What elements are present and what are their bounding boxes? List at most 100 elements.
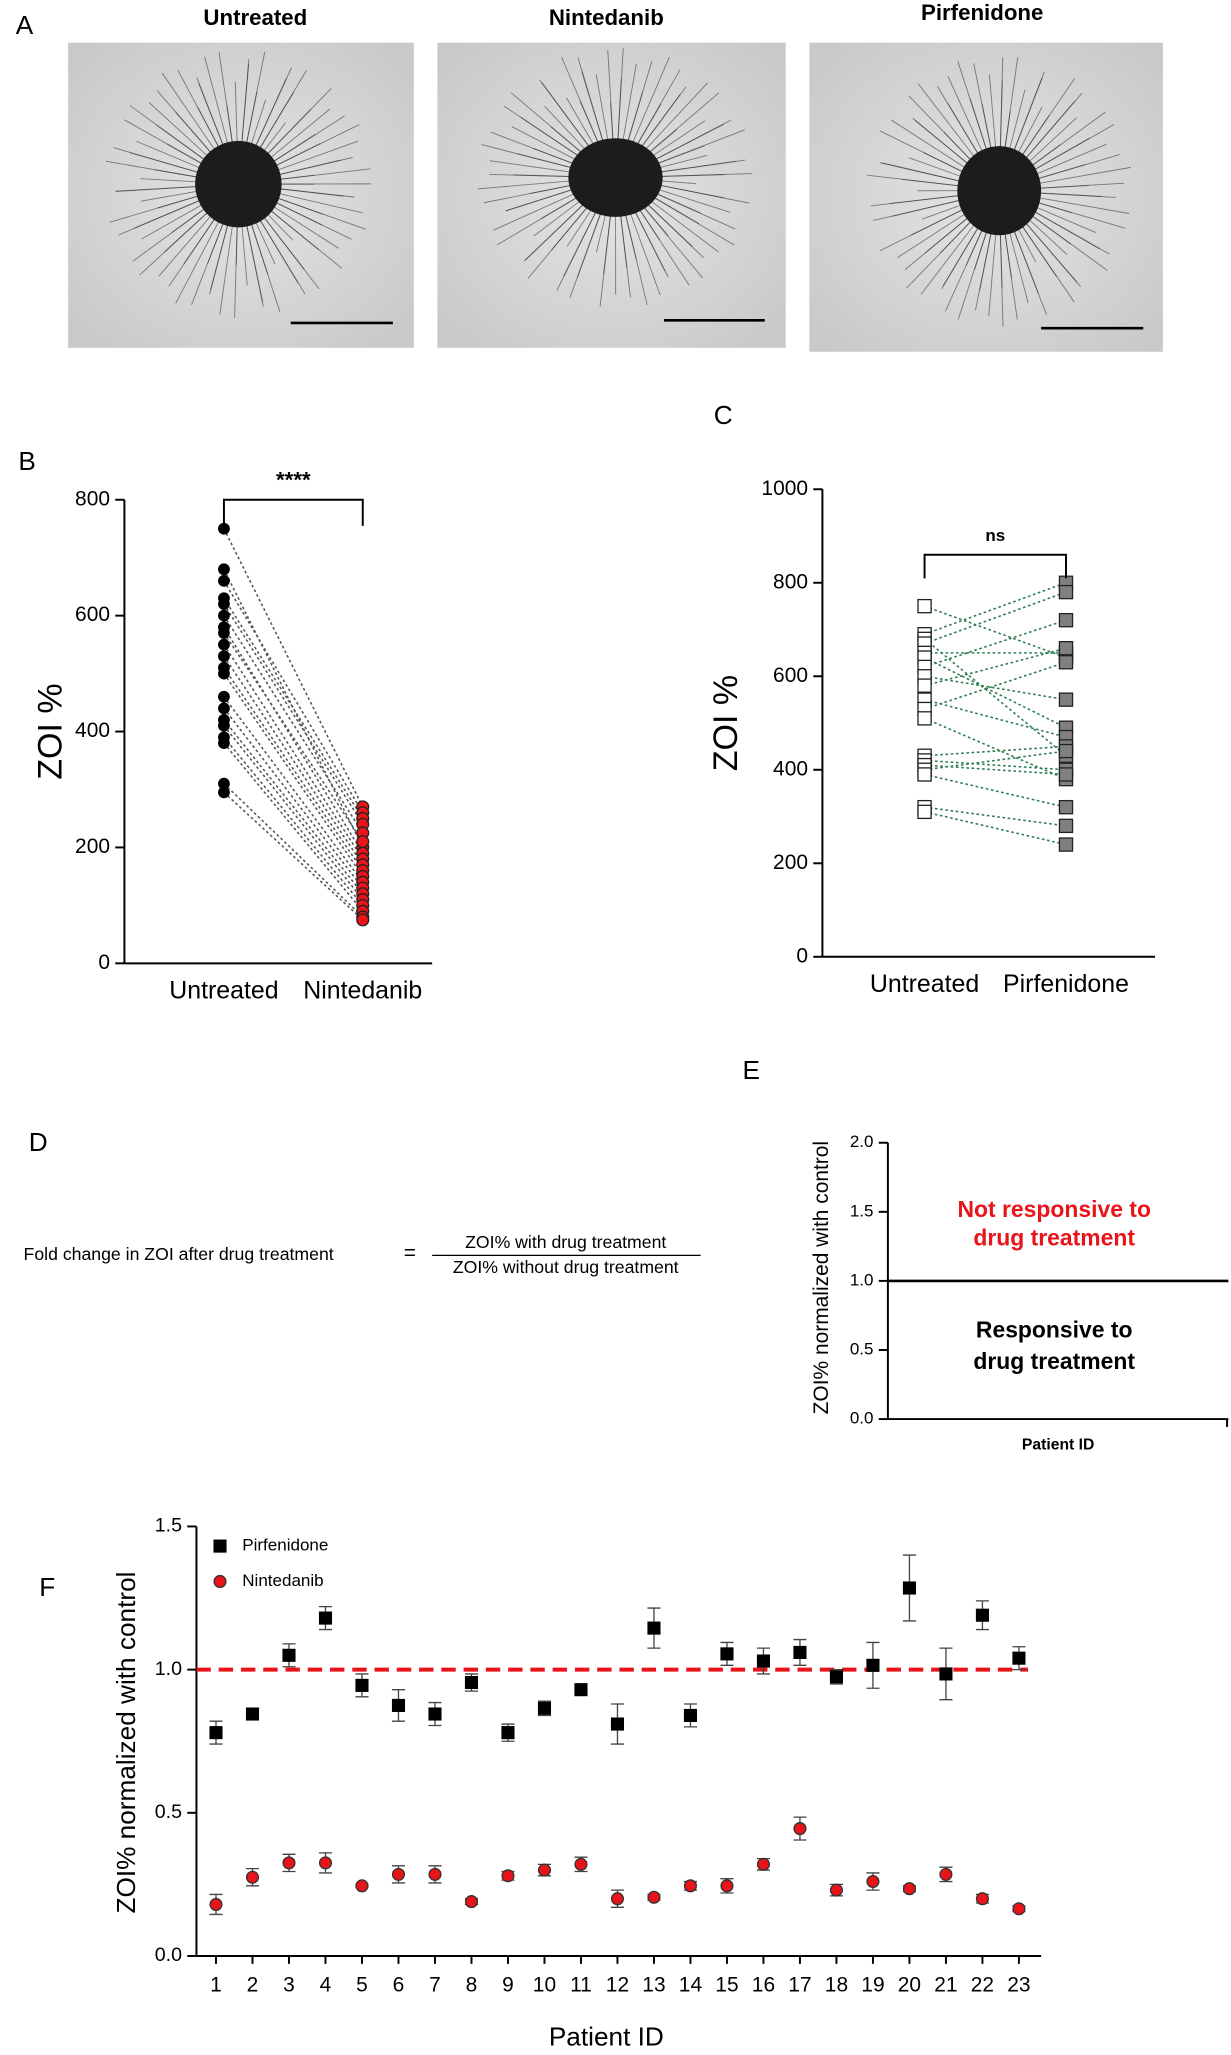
sprout — [566, 203, 596, 247]
y-tick-label: 2.0 — [850, 1132, 874, 1151]
x-tick-label: 19 — [861, 1974, 884, 1997]
data-point — [218, 737, 230, 750]
sprout — [637, 94, 681, 153]
sprout — [477, 179, 578, 190]
sprout — [175, 111, 216, 159]
spheroid — [195, 140, 282, 228]
pair-line — [223, 597, 364, 819]
x-tick-label: 15 — [715, 1974, 738, 1997]
sprout — [489, 160, 579, 174]
y-axis-label: ZOI % — [31, 683, 69, 779]
y-tick-label: 0 — [796, 944, 808, 967]
sprout — [270, 195, 366, 230]
data-point — [647, 1621, 661, 1635]
data-point — [939, 1667, 953, 1681]
legend-label: Pirfenidone — [242, 1536, 328, 1555]
sprout — [248, 216, 269, 275]
sprout — [118, 197, 207, 236]
data-point — [537, 1701, 552, 1715]
pair-line — [223, 615, 364, 834]
data-point — [1058, 584, 1074, 600]
data-point — [245, 1870, 260, 1884]
data-point — [282, 1856, 296, 1870]
sprout — [908, 157, 968, 180]
sprout — [109, 193, 206, 223]
image-title: Pirfenidone — [921, 0, 1043, 25]
pair-line — [223, 696, 364, 883]
sprout — [1029, 204, 1097, 234]
data-point — [1058, 818, 1074, 834]
data-point — [428, 1867, 442, 1881]
sprout — [158, 209, 217, 277]
y-tick-label: 600 — [773, 664, 808, 687]
pair-line — [223, 736, 364, 906]
sprout — [879, 206, 970, 252]
sprout — [204, 56, 230, 151]
data-point — [356, 835, 370, 849]
panel-label: A — [16, 10, 34, 40]
sprout — [947, 75, 986, 159]
sprout — [175, 214, 223, 304]
sprout — [647, 193, 700, 225]
panel-label: D — [29, 1127, 48, 1157]
sprout — [1023, 214, 1068, 256]
y-axis-label: ZOI % — [707, 675, 745, 771]
data-point — [428, 1707, 442, 1721]
data-point — [218, 667, 230, 680]
sprout — [650, 129, 745, 167]
data-point — [647, 1890, 661, 1904]
sprout — [1029, 143, 1107, 178]
sprout — [492, 190, 582, 231]
y-axis-label: ZOI% normalized with control — [810, 1141, 833, 1414]
sprout — [269, 198, 352, 240]
sprout — [255, 70, 307, 155]
sprout — [642, 199, 693, 247]
sprout — [920, 218, 980, 295]
sprout — [136, 140, 207, 172]
y-tick-label: 0.0 — [850, 1409, 874, 1428]
data-point — [209, 1897, 223, 1911]
sprout — [901, 178, 966, 188]
sprout — [917, 83, 980, 163]
data-point — [917, 598, 932, 614]
sprout — [148, 102, 214, 162]
sprout — [944, 222, 986, 312]
data-point — [1058, 743, 1074, 759]
sprout — [988, 74, 997, 156]
pair-line — [924, 661, 1067, 710]
panel-label: E — [743, 1055, 760, 1085]
sprout — [269, 143, 321, 170]
formula-equals: = — [404, 1242, 416, 1265]
sprout — [1010, 223, 1039, 294]
data-point — [1058, 655, 1074, 670]
pair-line — [924, 619, 1067, 668]
pair-line — [924, 759, 1067, 771]
x-tick-label: 16 — [752, 1974, 775, 1997]
x-axis-label: Patient ID — [1022, 1436, 1094, 1453]
sprout — [177, 69, 223, 154]
x-tick-label: 11 — [570, 1974, 592, 1997]
x-tick-label: Nintedanib — [303, 977, 422, 1005]
sprout — [511, 126, 583, 164]
sprout — [267, 202, 339, 249]
x-tick-label: 14 — [679, 1974, 703, 1997]
sprout — [503, 105, 585, 161]
sprout — [1026, 211, 1108, 271]
data-point — [218, 702, 230, 715]
pair-line — [924, 605, 1067, 659]
y-tick-label: 200 — [773, 851, 808, 874]
sprout — [1014, 106, 1043, 160]
formula-lhs: Fold change in ZOI after drug treatment — [24, 1244, 334, 1264]
data-point — [318, 1611, 333, 1625]
image-title: Nintedanib — [549, 5, 664, 30]
sprout — [651, 154, 708, 171]
sprout — [1031, 200, 1126, 229]
pair-line — [223, 626, 364, 854]
sprout — [262, 108, 312, 160]
region-label: Not responsive to — [957, 1196, 1150, 1222]
y-tick-label: 1000 — [761, 477, 808, 500]
pair-line — [223, 603, 364, 825]
sprout — [629, 56, 670, 149]
sprout — [489, 173, 578, 178]
sprout — [1032, 166, 1131, 186]
